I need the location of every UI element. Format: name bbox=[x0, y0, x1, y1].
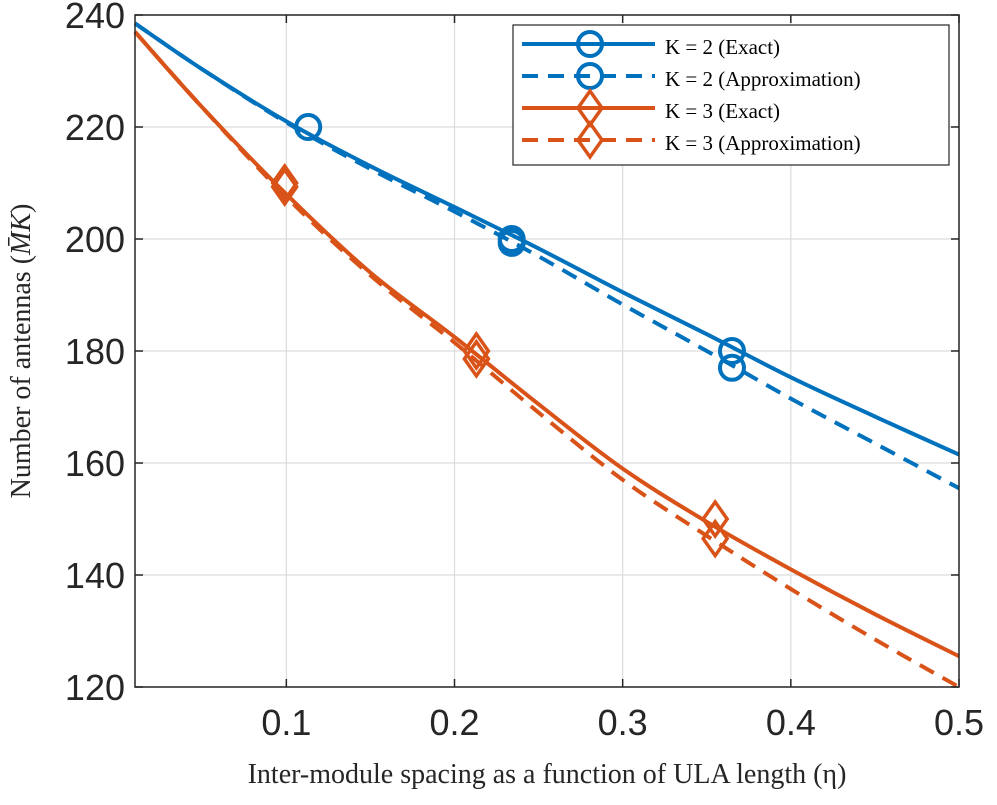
y-axis-title-prefix: Number of antennas ( bbox=[6, 255, 37, 498]
data-point-marker bbox=[462, 330, 491, 372]
x-axis-ticks: 0.1 0.2 0.3 0.4 0.5 bbox=[261, 15, 984, 743]
data-point-marker bbox=[717, 353, 746, 382]
legend-label-k2-approx: K = 2 (Approximation) bbox=[665, 67, 861, 91]
y-tick-label: 220 bbox=[65, 107, 125, 148]
y-axis-ticks: 120 140 160 180 200 220 240 bbox=[65, 0, 959, 708]
data-point-marker bbox=[701, 498, 730, 540]
x-tick-label: 0.1 bbox=[261, 702, 311, 743]
x-tick-label: 0.2 bbox=[429, 702, 479, 743]
x-tick-label: 0.4 bbox=[766, 702, 816, 743]
data-point-marker bbox=[270, 166, 299, 207]
y-tick-label: 140 bbox=[65, 555, 125, 596]
series-1 bbox=[133, 21, 960, 490]
y-tick-label: 240 bbox=[65, 0, 125, 36]
series-line bbox=[133, 30, 960, 689]
y-tick-label: 120 bbox=[65, 667, 125, 708]
series-line bbox=[133, 30, 960, 658]
series-line bbox=[133, 21, 960, 490]
x-axis-title: Inter-module spacing as a function of UL… bbox=[248, 759, 847, 790]
y-tick-label: 160 bbox=[65, 443, 125, 484]
series-2 bbox=[133, 30, 960, 658]
legend-marker-sample bbox=[575, 119, 605, 161]
series-3 bbox=[133, 30, 960, 689]
y-tick-label: 200 bbox=[65, 219, 125, 260]
legend-label-k2-exact: K = 2 (Exact) bbox=[665, 35, 780, 59]
data-point-marker bbox=[462, 338, 491, 379]
data-point-marker bbox=[497, 228, 526, 257]
legend: K = 2 (Exact) K = 2 (Approximation) K = … bbox=[512, 24, 950, 166]
y-axis-title-math: M̄K bbox=[6, 212, 37, 256]
legend-marker-sample bbox=[576, 30, 604, 58]
legend-label-k3-exact: K = 3 (Exact) bbox=[665, 99, 780, 123]
x-tick-label: 0.3 bbox=[598, 702, 648, 743]
data-point-marker bbox=[270, 162, 299, 204]
y-axis-title: Number of antennas (M̄K) bbox=[6, 204, 37, 499]
series-line bbox=[133, 21, 960, 457]
y-axis-title-suffix: ) bbox=[6, 204, 37, 213]
data-point-marker bbox=[701, 518, 730, 559]
legend-items bbox=[522, 30, 655, 161]
x-tick-label: 0.5 bbox=[934, 702, 984, 743]
series-group bbox=[133, 21, 960, 689]
legend-label-k3-approx: K = 3 (Approximation) bbox=[665, 131, 861, 155]
y-tick-label: 180 bbox=[65, 331, 125, 372]
